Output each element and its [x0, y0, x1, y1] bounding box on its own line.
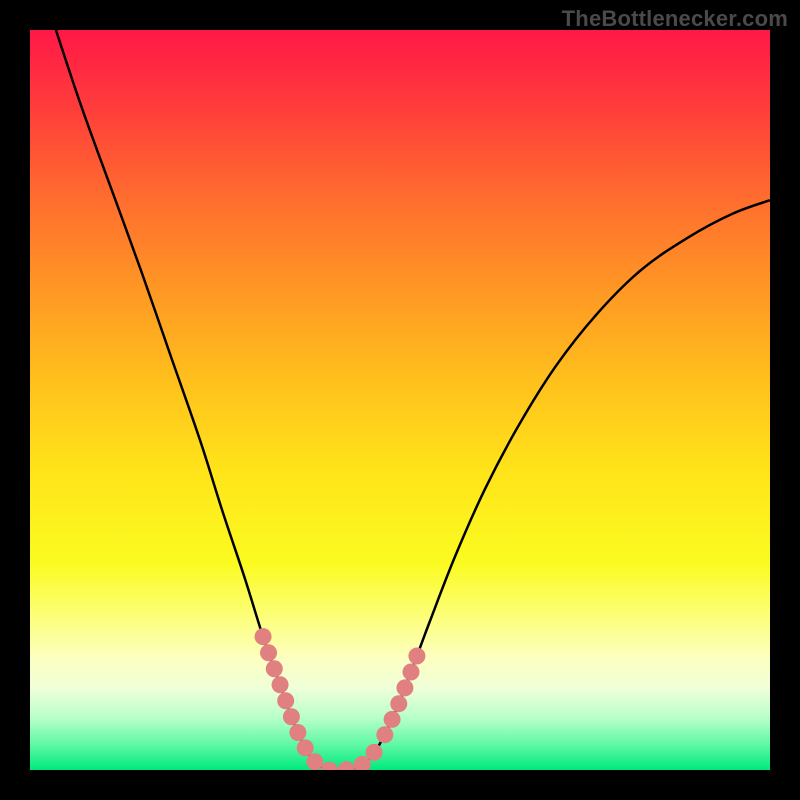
curve-marker — [384, 711, 401, 728]
curve-marker — [390, 695, 407, 712]
curve-marker — [338, 761, 355, 770]
curve-marker — [321, 762, 338, 770]
curve-marker — [289, 724, 306, 741]
curve-marker — [366, 744, 383, 761]
curve-marker — [272, 676, 289, 693]
curve-marker — [396, 679, 413, 696]
curve-marker — [277, 692, 294, 709]
curve-marker — [376, 726, 393, 743]
curve-marker — [266, 660, 283, 677]
curve-marker — [255, 628, 272, 645]
curve-marker — [408, 648, 425, 665]
curve-marker — [306, 753, 323, 770]
curve-layer — [30, 30, 770, 770]
plot-area — [30, 30, 770, 770]
curve-marker — [297, 739, 314, 756]
curve-marker — [260, 644, 277, 661]
chart-container: TheBottlenecker.com — [0, 0, 800, 800]
watermark: TheBottlenecker.com — [562, 6, 788, 32]
curve-marker — [283, 708, 300, 725]
curve-markers — [255, 628, 426, 770]
curve-marker — [402, 663, 419, 680]
